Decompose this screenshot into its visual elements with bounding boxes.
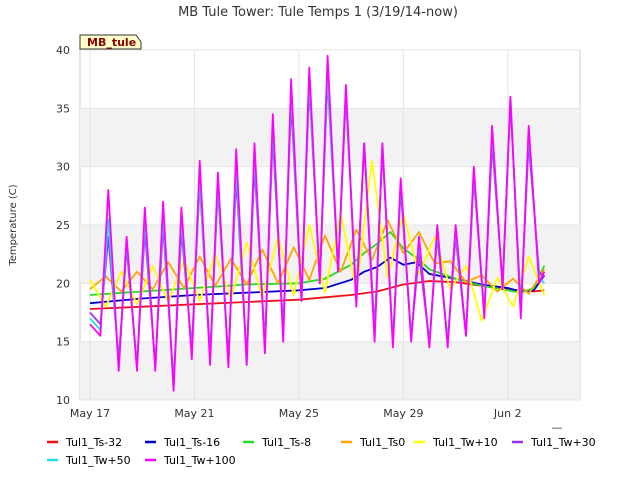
legend-label: Tul1_Tw+100	[163, 454, 236, 467]
legend-label: Tul1_Ts-16	[163, 436, 220, 449]
y-tick-label: 20	[56, 277, 70, 290]
y-tick-label: 25	[56, 219, 70, 232]
x-tick-label: May 17	[70, 407, 110, 420]
chart-title: MB Tule Tower: Tule Temps 1 (3/19/14-now…	[178, 5, 458, 20]
x-tick-label: May 21	[174, 407, 214, 420]
y-axis-label: Temperature (C)	[8, 184, 19, 266]
y-tick-label: 30	[56, 161, 70, 174]
legend-label: Tul1_Ts-32	[65, 436, 122, 449]
y-tick-label: 15	[56, 336, 70, 349]
x-tick-label: Jun 2	[493, 407, 522, 420]
x-tick-label: May 29	[383, 407, 423, 420]
series-lines	[89, 54, 546, 392]
legend-label: Tul1_Tw+10	[432, 436, 498, 449]
y-tick-label: 35	[56, 102, 70, 115]
x-tick-label: May 25	[279, 407, 319, 420]
legend: Tul1_Ts-32 Tul1_Ts-16 Tul1_Ts-8 Tul1_Ts0 Tul…	[47, 436, 596, 467]
badge-label: MB_tule	[87, 36, 136, 49]
grid-band	[80, 341, 580, 400]
y-tick-label: 10	[56, 394, 70, 407]
series-line	[89, 256, 546, 305]
legend-label: Tul1_Ts-8	[261, 436, 311, 449]
series-line	[89, 54, 546, 392]
legend-label: Tul1_Tw+50	[65, 454, 131, 467]
x-axis: May 17 May 21 May 25 May 29 Jun 2	[70, 407, 522, 420]
y-axis: 10 15 20 25 30 35 40	[56, 44, 70, 407]
x-trailing-tick: —	[552, 421, 563, 434]
y-tick-label: 40	[56, 44, 70, 57]
legend-label: Tul1_Tw+30	[530, 436, 596, 449]
legend-label: Tul1_Ts0	[359, 436, 405, 449]
badge: MB_tule	[79, 34, 142, 50]
